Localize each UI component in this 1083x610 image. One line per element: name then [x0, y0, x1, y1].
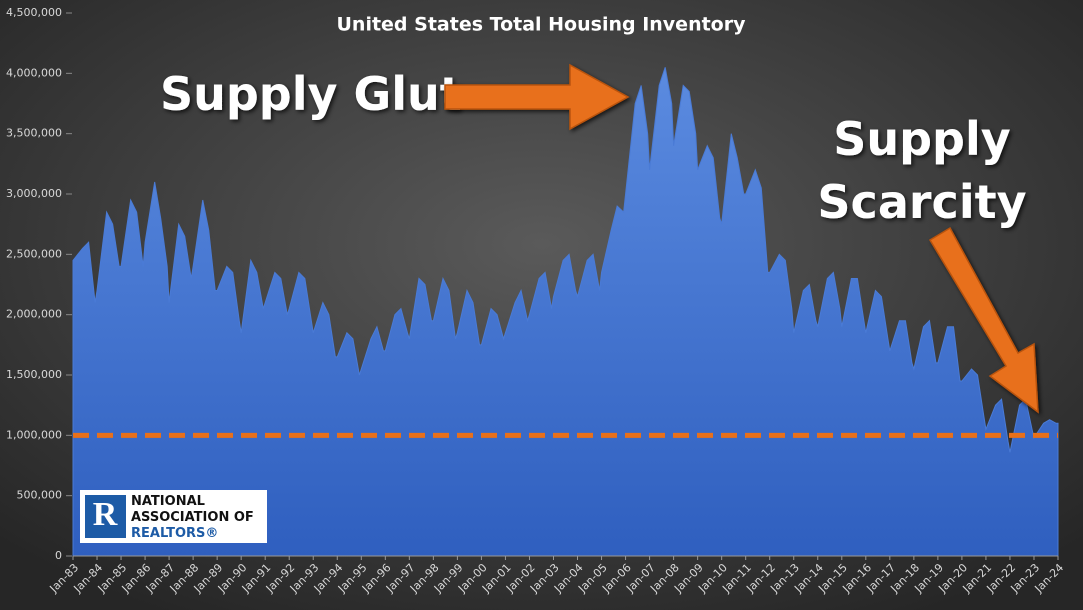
annotation: Supply Glut — [160, 67, 462, 121]
y-tick-label: 500,000 — [17, 489, 63, 502]
y-tick-label: 4,000,000 — [6, 66, 62, 79]
y-tick-label: 2,500,000 — [6, 247, 62, 260]
y-tick-label: 1,000,000 — [6, 428, 62, 441]
logo-text: NATIONAL — [131, 494, 205, 509]
logo-text: REALTORS® — [131, 526, 218, 541]
y-tick-label: 1,500,000 — [6, 368, 62, 381]
arrow — [928, 226, 1039, 414]
chart-title: United States Total Housing Inventory — [337, 14, 747, 36]
logo-letter: R — [93, 496, 118, 533]
arrow — [444, 63, 630, 131]
y-tick-label: 4,500,000 — [6, 6, 62, 19]
logo: R NATIONAL ASSOCIATION OF REALTORS® — [80, 490, 267, 543]
y-tick-label: 3,500,000 — [6, 127, 62, 140]
y-tick-label: 3,000,000 — [6, 187, 62, 200]
logo-mark — [85, 495, 126, 538]
y-tick-label: 0 — [55, 549, 62, 562]
logo-text: ASSOCIATION OF — [131, 510, 254, 525]
annotation: Scarcity — [817, 175, 1026, 229]
y-tick-label: 2,000,000 — [6, 308, 62, 321]
annotation: Supply — [833, 112, 1011, 166]
